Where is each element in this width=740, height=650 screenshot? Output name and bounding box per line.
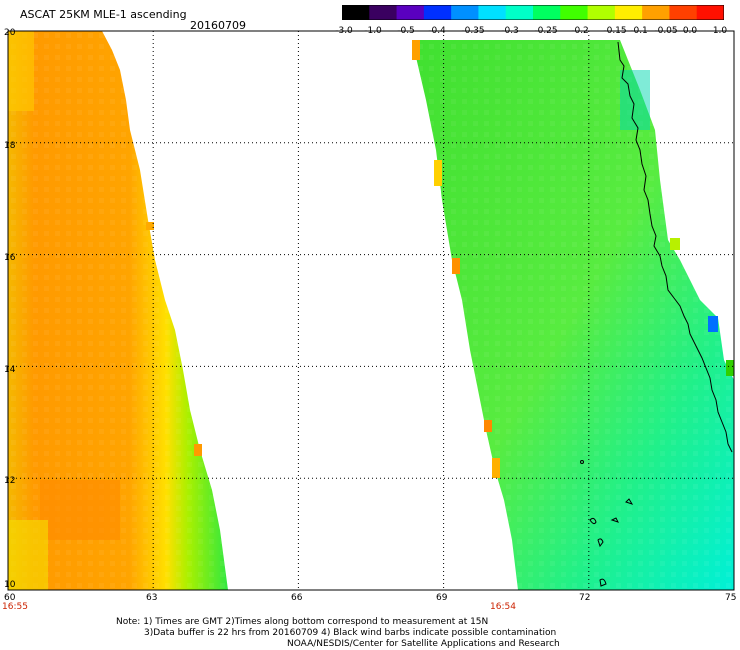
colorbar-swatch <box>505 5 534 20</box>
colorbar-swatch <box>396 5 425 20</box>
swath-pixel <box>492 458 500 478</box>
swath-pixel <box>708 316 718 332</box>
colorbar-swatch <box>451 5 479 20</box>
island <box>580 460 584 464</box>
gridlines <box>8 31 734 590</box>
colorbar-swatch <box>587 5 616 20</box>
x-tick-label: 63 <box>146 593 158 603</box>
swath-pixel <box>412 40 420 60</box>
swath-patch <box>8 520 48 590</box>
swath-pixel <box>452 258 460 274</box>
island <box>625 498 634 505</box>
y-tick-label: 16 <box>4 253 16 263</box>
island <box>599 578 607 587</box>
x-tick-label: 60 <box>4 593 16 603</box>
colorbar-swatch <box>478 5 507 20</box>
colorbar-swatch <box>533 5 561 20</box>
y-tick-label: 20 <box>4 28 16 38</box>
plot-frame <box>7 30 735 591</box>
y-tick-label: 18 <box>4 141 16 151</box>
swath-pixel <box>146 222 154 230</box>
swath-patch <box>8 31 34 111</box>
island <box>597 538 604 548</box>
island <box>610 517 619 523</box>
colorbar-swatch <box>614 5 643 20</box>
y-tick-label: 10 <box>4 580 16 590</box>
island <box>589 517 597 525</box>
swath-patch <box>40 480 120 540</box>
colorbar-swatch <box>669 5 698 20</box>
swath-patch <box>620 70 650 130</box>
colorbar-swatch <box>696 5 724 20</box>
swath-pixel <box>670 238 680 250</box>
note-line-3: NOAA/NESDIS/Center for Satellite Applica… <box>287 639 560 649</box>
colorbar <box>342 5 724 20</box>
colorbar-swatch <box>560 5 589 20</box>
colorbar-swatch <box>342 5 370 20</box>
colorbar-swatch <box>423 5 452 20</box>
colorbar-swatch <box>369 5 398 20</box>
x-tick-label: 66 <box>291 593 303 603</box>
x-tick-label: 72 <box>579 593 591 603</box>
y-tick-label: 14 <box>4 365 16 375</box>
x-tick-label: 75 <box>725 593 737 603</box>
swath-time-right: 16:54 <box>490 602 516 612</box>
map-title: ASCAT 25KM MLE-1 ascending <box>20 8 187 21</box>
x-tick-label: 69 <box>436 593 448 603</box>
note-line-2: 3)Data buffer is 22 hrs from 20160709 4)… <box>144 628 557 638</box>
swath-pixel <box>434 160 442 186</box>
swath-time-left: 16:55 <box>2 602 28 612</box>
swath-pixel <box>194 444 202 456</box>
note-line-1: Note: 1) Times are GMT 2)Times along bot… <box>116 617 489 627</box>
y-tick-label: 12 <box>4 476 16 486</box>
map-date: 20160709 <box>190 19 246 32</box>
swath-pixel <box>484 420 492 432</box>
colorbar-swatch <box>642 5 670 20</box>
swath-pixel <box>726 360 734 376</box>
coastline <box>617 41 733 453</box>
